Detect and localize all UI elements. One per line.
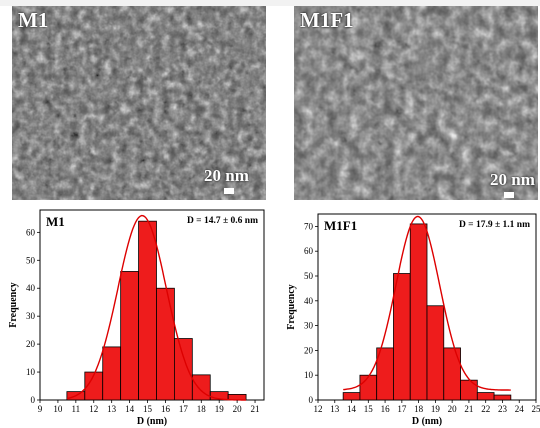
histogram-bar — [460, 379, 478, 401]
x-tick-label: 23 — [498, 404, 508, 414]
y-tick-label: 0 — [31, 395, 36, 405]
y-tick-label: 20 — [304, 345, 314, 355]
x-tick-label: 24 — [515, 404, 525, 414]
histogram-bar — [191, 374, 211, 401]
sem-texture-m1f1 — [294, 6, 538, 200]
x-tick-label: 18 — [414, 404, 424, 414]
sem-texture-m1 — [12, 6, 266, 200]
y-tick-label: 50 — [26, 255, 36, 265]
x-tick-label: 15 — [143, 404, 153, 414]
x-tick-label: 10 — [53, 404, 63, 414]
y-tick-label: 30 — [26, 311, 36, 321]
sem-image-m1: M1 20 nm — [12, 6, 266, 200]
x-tick-label: 19 — [431, 404, 441, 414]
scale-bar-m1 — [224, 188, 234, 194]
x-tick-label: 14 — [347, 404, 357, 414]
y-tick-label: 60 — [26, 227, 36, 237]
histogram-bar — [173, 338, 193, 401]
x-tick-label: 18 — [197, 404, 207, 414]
y-tick-label: 40 — [304, 296, 314, 306]
y-tick-label: 20 — [26, 339, 36, 349]
histogram-bar — [476, 392, 495, 401]
x-tick-label: 14 — [125, 404, 135, 414]
x-tick-label: 13 — [107, 404, 117, 414]
histogram-m1: 9 10 11 12 13 14 15 16 17 18 19 20 21 0 10 20 30 40 50 60 M… — [8, 209, 265, 427]
histogram-bar — [342, 392, 361, 401]
x-tick-label: 21 — [251, 404, 260, 414]
x-tick-label: 20 — [448, 404, 458, 414]
sem-image-m1f1: M1F1 20 nm — [294, 6, 538, 200]
x-tick-label: 16 — [381, 404, 391, 414]
x-tick-label: 12 — [314, 404, 323, 414]
histogram-m1f1: 12 13 14 15 16 17 18 19 20 21 22 23 24 25 0 10 20 30 40 50 6… — [286, 213, 540, 427]
mean-size-annotation-m1f1: D = 17.9 ± 1.1 nm — [459, 220, 530, 230]
x-tick-label: 19 — [215, 404, 225, 414]
histogram-label-m1f1: M1F1 — [324, 218, 357, 233]
x-tick-label: 25 — [532, 404, 540, 414]
scale-bar-label-m1: 20 nm — [204, 166, 249, 185]
scale-bar-m1f1 — [504, 192, 514, 198]
y-tick-label: 60 — [304, 246, 314, 256]
x-tick-label: 20 — [233, 404, 243, 414]
x-tick-label: 22 — [481, 404, 490, 414]
x-tick-label: 21 — [464, 404, 473, 414]
cropped-caption-strip — [0, 0, 540, 6]
gaussian-fit-curve-m1 — [66, 214, 247, 401]
sem-label-m1f1: M1F1 — [300, 8, 354, 32]
x-tick-label: 17 — [179, 404, 189, 414]
x-tick-label: 11 — [72, 404, 81, 414]
y-tick-label: 40 — [26, 283, 36, 293]
y-axis-title-m1: Frequency — [8, 282, 19, 327]
y-axis-title-m1f1: Frequency — [286, 284, 297, 329]
x-tick-label: 12 — [89, 404, 98, 414]
x-tick-label: 17 — [397, 404, 407, 414]
x-axis-title-m1: D (nm) — [137, 416, 167, 427]
sem-label-m1: M1 — [18, 8, 49, 32]
histogram-bar — [443, 347, 461, 401]
histogram-label-m1: M1 — [46, 214, 65, 229]
x-tick-label: 9 — [38, 404, 43, 414]
histogram-bar — [156, 287, 175, 401]
y-tick-label: 50 — [304, 271, 314, 281]
y-tick-label: 10 — [26, 367, 36, 377]
x-tick-label: 16 — [161, 404, 171, 414]
y-tick-label: 70 — [304, 221, 314, 231]
histogram-bar — [393, 273, 411, 401]
histogram-bar — [426, 305, 445, 401]
y-tick-label: 30 — [304, 321, 314, 331]
scale-bar-label-m1f1: 20 nm — [490, 170, 535, 189]
y-tick-label: 0 — [309, 395, 314, 405]
y-tick-label: 10 — [304, 370, 314, 380]
histogram-bar — [102, 346, 122, 401]
histogram-bar — [359, 374, 378, 401]
histogram-bar — [138, 220, 157, 401]
gaussian-fit-curve-m1f1 — [343, 215, 511, 391]
x-axis-title-m1f1: D (nm) — [412, 416, 442, 427]
mean-size-annotation-m1: D = 14.7 ± 0.6 nm — [187, 216, 258, 226]
x-tick-label: 13 — [330, 404, 340, 414]
x-tick-label: 15 — [364, 404, 374, 414]
histogram-bar — [493, 394, 512, 401]
histogram-bar — [409, 223, 428, 401]
histogram-bar — [120, 271, 139, 401]
